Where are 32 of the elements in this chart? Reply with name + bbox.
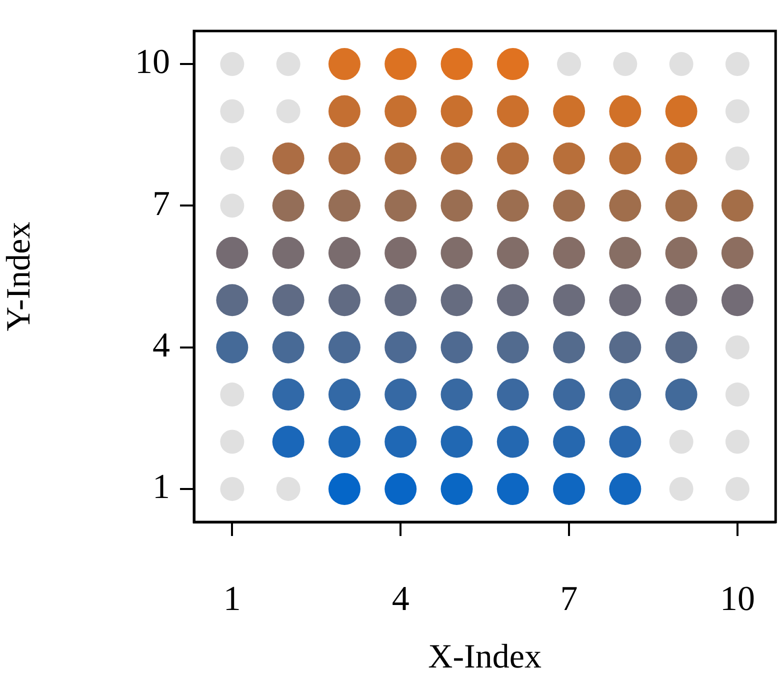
- point: [669, 52, 694, 76]
- point: [220, 52, 244, 76]
- x-tick-label: 1: [223, 579, 241, 618]
- y-tick-label: 1: [152, 467, 170, 506]
- point: [220, 382, 244, 407]
- point: [725, 430, 750, 454]
- x-tick-label: 10: [720, 579, 755, 618]
- x-tick-label: 4: [392, 579, 410, 618]
- point: [725, 335, 750, 360]
- point: [220, 430, 244, 454]
- point: [725, 476, 750, 501]
- point: [725, 99, 750, 124]
- point: [220, 99, 244, 124]
- point: [276, 52, 300, 76]
- x-axis-title: X-Index: [428, 638, 542, 676]
- point: [669, 430, 694, 454]
- y-tick-label: 7: [152, 184, 170, 223]
- point: [669, 476, 694, 501]
- y-tick-label: 4: [152, 326, 170, 365]
- point: [276, 99, 300, 124]
- point: [557, 52, 582, 76]
- point: [725, 52, 750, 76]
- point: [276, 476, 300, 501]
- point: [725, 382, 750, 407]
- x-tick-label: 7: [560, 579, 578, 618]
- point: [725, 146, 750, 170]
- point: [220, 146, 244, 170]
- y-tick-label: 10: [135, 42, 170, 82]
- point: [613, 52, 638, 76]
- point: [220, 194, 244, 218]
- point: [220, 476, 244, 501]
- y-axis-title: Y-Index: [0, 222, 38, 332]
